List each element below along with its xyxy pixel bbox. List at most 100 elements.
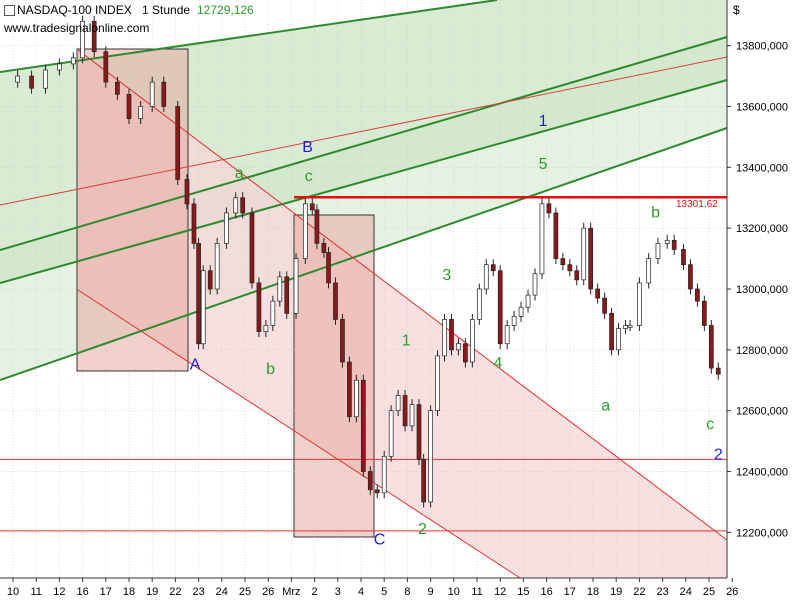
red-channel-upper bbox=[77, 49, 728, 541]
wave-label: 3 bbox=[442, 267, 451, 284]
candle-body bbox=[309, 203, 315, 211]
wave-label: b bbox=[651, 205, 660, 222]
candle-body bbox=[497, 270, 503, 345]
correction-box-a bbox=[76, 48, 189, 372]
candle-body bbox=[695, 288, 700, 302]
wave-label: C bbox=[374, 532, 386, 549]
candle-body bbox=[708, 325, 714, 369]
x-tick-label: 11 bbox=[471, 586, 482, 598]
candle-body bbox=[191, 203, 197, 244]
x-tick-label: 17 bbox=[564, 586, 576, 598]
candle-body bbox=[409, 404, 415, 427]
window-icon[interactable] bbox=[4, 5, 15, 16]
candle-body bbox=[200, 270, 206, 345]
candle-body bbox=[270, 300, 276, 326]
candle-body bbox=[518, 306, 524, 317]
x-tick-label: 23 bbox=[192, 586, 204, 598]
candle-body bbox=[616, 328, 621, 351]
x-tick-label: 8 bbox=[404, 586, 410, 598]
wave-label: c bbox=[305, 168, 313, 185]
y-tick-label: 12600,000 bbox=[736, 406, 788, 418]
x-tick-label: 26 bbox=[262, 586, 274, 598]
candle-body bbox=[688, 264, 693, 290]
x-tick-label: 10 bbox=[7, 586, 19, 598]
candle-body bbox=[588, 227, 594, 290]
correction-box-c bbox=[293, 214, 375, 538]
candle-body bbox=[293, 258, 299, 314]
candle-body bbox=[715, 367, 721, 375]
candle-body bbox=[637, 282, 642, 326]
x-tick-label: 23 bbox=[656, 586, 668, 598]
candle-body bbox=[115, 81, 120, 95]
candle-body bbox=[504, 325, 510, 345]
candle-body bbox=[609, 312, 614, 351]
candle-body bbox=[43, 69, 48, 89]
candle-body bbox=[681, 249, 686, 266]
candle-body bbox=[476, 288, 482, 320]
x-tick-label: 17 bbox=[100, 586, 112, 598]
x-tick-label: 19 bbox=[610, 586, 622, 598]
candle-body bbox=[581, 227, 587, 281]
candle-body bbox=[196, 243, 201, 345]
candle-body bbox=[91, 20, 97, 53]
candle-body bbox=[333, 282, 338, 320]
x-tick-label: 9 bbox=[428, 586, 434, 598]
candle-body bbox=[416, 404, 422, 460]
candle-body bbox=[263, 325, 269, 332]
candle-body bbox=[138, 106, 143, 119]
wave-label: c bbox=[706, 416, 714, 433]
x-tick-label: 24 bbox=[680, 586, 692, 598]
x-tick-label: 3 bbox=[335, 586, 341, 598]
wave-label: B bbox=[302, 139, 313, 156]
wave-label: 4 bbox=[493, 355, 502, 372]
x-tick-label: 15 bbox=[517, 586, 529, 598]
candle-body bbox=[126, 93, 132, 119]
candle-body bbox=[664, 239, 670, 244]
candle-body bbox=[326, 252, 331, 284]
header-last-price: 12729,126 bbox=[197, 3, 254, 17]
candle-body bbox=[442, 319, 447, 357]
candle-body bbox=[553, 212, 559, 259]
candle-body bbox=[360, 379, 366, 472]
candle-body bbox=[161, 81, 167, 107]
candle-body bbox=[388, 410, 394, 457]
wave-label: 2 bbox=[714, 446, 723, 463]
candle-body bbox=[546, 203, 552, 214]
candle-body bbox=[103, 51, 109, 83]
x-tick-label: 22 bbox=[633, 586, 645, 598]
x-tick-label: 16 bbox=[76, 586, 88, 598]
wave-label: 1 bbox=[402, 332, 411, 349]
candle-body bbox=[340, 319, 345, 363]
y-axis-panel bbox=[728, 0, 800, 600]
candle-body bbox=[256, 282, 262, 332]
candle-body bbox=[655, 243, 661, 259]
x-tick-label: 26 bbox=[726, 586, 738, 598]
candle-body bbox=[302, 203, 308, 259]
currency-label: $ bbox=[733, 3, 740, 17]
price-candles bbox=[15, 15, 721, 508]
x-tick-label: 25 bbox=[703, 586, 715, 598]
candle-body bbox=[277, 276, 283, 302]
candle-body bbox=[374, 489, 380, 494]
red-trend-line bbox=[0, 56, 728, 206]
y-tick-label: 12200,000 bbox=[736, 527, 788, 539]
header-interval: 1 Stunde bbox=[142, 3, 191, 17]
candle-body bbox=[456, 343, 461, 351]
x-tick-label: 11 bbox=[30, 586, 41, 598]
x-tick-label: 4 bbox=[358, 586, 364, 598]
wave-label: a bbox=[235, 165, 244, 182]
y-tick-label: 12400,000 bbox=[736, 467, 788, 479]
candle-body bbox=[702, 300, 707, 326]
x-axis-panel bbox=[0, 579, 727, 600]
candle-body bbox=[15, 75, 20, 83]
candle-body bbox=[347, 361, 352, 418]
y-tick-label: 13400,000 bbox=[736, 162, 788, 174]
candle-body bbox=[224, 212, 229, 244]
candle-body bbox=[595, 288, 600, 299]
candle-body bbox=[70, 57, 76, 65]
x-tick-label: 16 bbox=[540, 586, 552, 598]
candle-body bbox=[560, 258, 566, 266]
candle-body bbox=[428, 410, 433, 503]
x-tick-label: 12 bbox=[494, 586, 506, 598]
